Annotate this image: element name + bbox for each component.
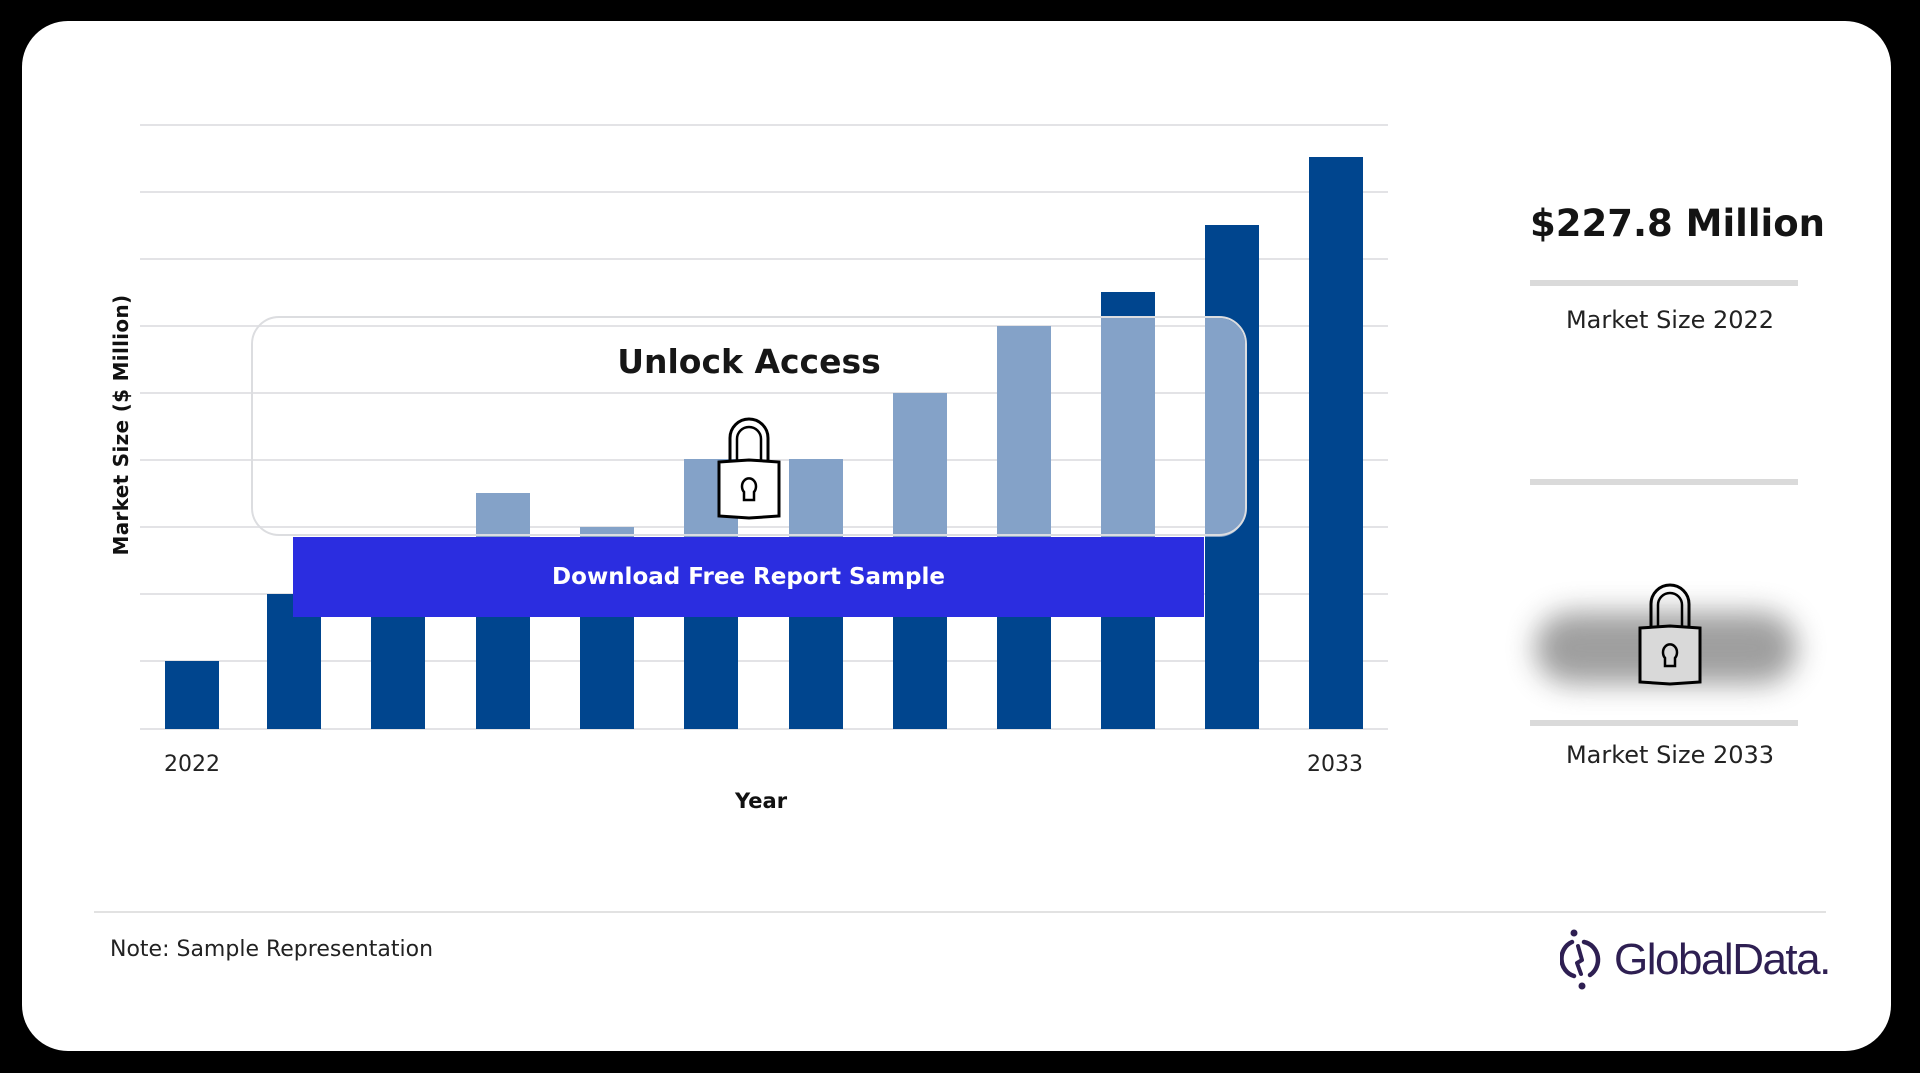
- gridline: [140, 392, 1388, 394]
- kpi-divider: [1530, 280, 1798, 286]
- x-axis-label: Year: [735, 789, 788, 813]
- bar-2025-obscured: [476, 493, 530, 537]
- footer-note: Note: Sample Representation: [110, 937, 434, 962]
- bar-2022: [165, 661, 219, 729]
- chart-card: [22, 21, 1891, 1051]
- bar-2033: [1309, 157, 1363, 729]
- x-axis-baseline: [140, 728, 1388, 730]
- globaldata-logo-icon: [1560, 929, 1601, 990]
- market-size-2033-label: Market Size 2033: [1565, 741, 1775, 769]
- padlock-icon: [1638, 583, 1702, 686]
- gridline: [140, 526, 1388, 528]
- x-tick-first: 2022: [164, 752, 220, 777]
- unlock-overlay: [251, 316, 1247, 536]
- download-sample-button[interactable]: Download Free Report Sample: [293, 537, 1204, 617]
- bar-2029-obscured: [893, 393, 947, 537]
- gridline: [140, 325, 1388, 327]
- kpi-divider: [1530, 479, 1798, 485]
- market-size-2022-label: Market Size 2022: [1565, 306, 1775, 334]
- unlock-title: Unlock Access: [617, 342, 881, 381]
- bar-2031-obscured: [1101, 318, 1155, 537]
- gridline: [140, 258, 1388, 260]
- kpi-divider: [1530, 720, 1798, 726]
- globaldata-logo: GlobalData.: [1560, 929, 1831, 990]
- gridline: [140, 191, 1388, 193]
- y-axis-label: Market Size ($ Million): [109, 294, 133, 556]
- globaldata-logo-text: GlobalData.: [1614, 935, 1831, 984]
- gridline: [140, 124, 1388, 126]
- x-tick-last: 2033: [1307, 752, 1363, 777]
- gridline: [140, 660, 1388, 662]
- padlock-icon: [717, 417, 781, 520]
- footer-divider: [94, 911, 1826, 913]
- bar-2030-obscured: [997, 326, 1051, 537]
- bar-2028-obscured: [789, 459, 843, 537]
- market-size-2022-value: $227.8 Million: [1530, 202, 1825, 245]
- bar-2032-obscured: [1205, 318, 1245, 537]
- bar-2026-obscured: [580, 527, 634, 537]
